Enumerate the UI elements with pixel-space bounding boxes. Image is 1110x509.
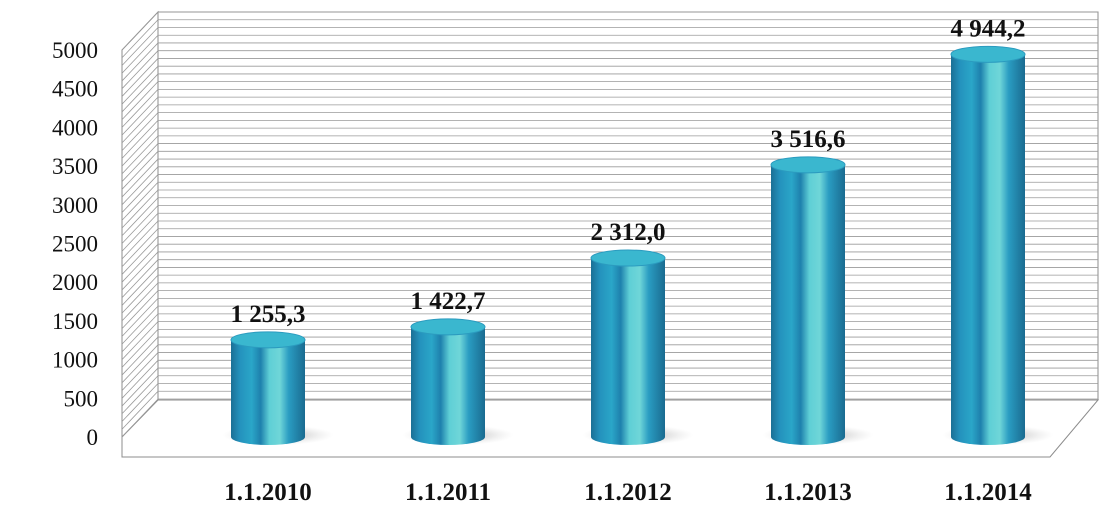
grid-line-side: [121, 127, 159, 167]
grid-line-side: [121, 344, 159, 384]
grid-line-side: [121, 174, 159, 213]
grid-line-side: [121, 81, 159, 120]
grid-line-side: [121, 243, 159, 283]
y-tick-label: 2000: [52, 270, 98, 295]
grid-line-side: [121, 11, 159, 51]
y-tick-label: 1500: [52, 309, 98, 334]
y-tick-label: 1000: [52, 348, 98, 373]
data-label: 4 944,2: [951, 15, 1026, 42]
grid-line-side: [121, 282, 159, 322]
bar: [951, 54, 1025, 438]
grid-line-side: [121, 197, 159, 237]
bar-base: [591, 429, 665, 445]
bar: [411, 326, 485, 437]
grid-line-side: [121, 321, 159, 360]
y-tick-label: 3000: [52, 193, 98, 218]
x-tick-label: 1.1.2010: [224, 479, 312, 506]
grid-line-side: [121, 274, 159, 314]
bars: [222, 45, 1054, 445]
grid-line-side: [121, 112, 159, 151]
bar-base: [231, 429, 305, 445]
grid-line-side: [121, 120, 159, 159]
y-tick-label: 0: [87, 425, 99, 450]
data-label: 1 422,7: [411, 288, 486, 315]
y-tick-label: 4500: [52, 77, 98, 102]
x-tick-label: 1.1.2013: [764, 479, 852, 506]
grid-line-side: [121, 65, 159, 105]
grid-line-side: [121, 298, 159, 337]
grid-line-side: [121, 383, 159, 422]
grid-line-side: [121, 135, 159, 175]
grid-line-side: [121, 290, 159, 329]
y-tick-label: 3500: [52, 154, 98, 179]
grid-line-side: [121, 151, 159, 190]
grid-line-side: [121, 375, 159, 415]
data-label: 2 312,0: [591, 219, 666, 246]
grid-line-side: [121, 89, 159, 128]
bar-base: [411, 429, 485, 445]
grid-line-side: [121, 42, 159, 82]
grid-line-side: [121, 352, 159, 391]
grid-line-side: [121, 390, 159, 430]
grid-line-side: [121, 143, 159, 182]
grid-line-side: [121, 96, 159, 136]
bar: [771, 164, 845, 437]
bar-top: [410, 318, 486, 336]
grid-line-side: [121, 305, 159, 345]
grid-line-side: [121, 205, 159, 244]
grid-line-side: [121, 158, 159, 198]
bar-top: [770, 156, 846, 174]
grid-line-side: [121, 313, 159, 353]
bar: [231, 339, 305, 437]
grid-line-side: [121, 189, 159, 229]
y-tick-label: 5000: [52, 38, 98, 63]
grid-line-side: [121, 367, 159, 407]
grid-line-side: [121, 220, 159, 260]
y-axis-ticks: 0 500 1000 1500 2000 2500 3000 3500 4000 4500 5000: [52, 38, 98, 450]
grid-line-side: [121, 73, 159, 113]
grid-line-side: [121, 182, 159, 221]
bar: [591, 258, 665, 437]
y-tick-label: 2500: [52, 232, 98, 257]
bar-top: [590, 249, 666, 267]
grid-line-side: [121, 398, 159, 438]
y-tick-label: 4000: [52, 115, 98, 140]
grid-line-side: [121, 329, 159, 368]
grid-line-side: [121, 360, 159, 399]
y-tick-label: 500: [64, 386, 99, 411]
bar-base: [771, 429, 845, 445]
grid-line-side: [121, 104, 159, 144]
grid-line-side: [121, 259, 159, 298]
grid-line-side: [121, 50, 159, 89]
grid-line-side: [121, 34, 159, 74]
bar-top: [950, 45, 1026, 63]
data-label: 3 516,6: [771, 126, 846, 153]
grid-line-side: [121, 27, 159, 66]
grid-line-side: [121, 166, 159, 206]
grid-line-side: [121, 228, 159, 267]
x-tick-label: 1.1.2011: [405, 479, 491, 506]
grid-line-side: [121, 336, 159, 376]
grid-line-side: [121, 236, 159, 275]
x-tick-label: 1.1.2014: [944, 479, 1032, 506]
data-label: 1 255,3: [231, 301, 306, 328]
grid-line-side: [121, 19, 159, 59]
bar-top: [230, 331, 306, 349]
x-tick-label: 1.1.2012: [584, 479, 672, 506]
bar-base: [951, 429, 1025, 445]
grid-line-side: [121, 251, 159, 291]
grid-line-side: [121, 267, 159, 306]
grid-line-side: [121, 58, 159, 97]
data-labels: 1 255,3 1 422,7 2 312,0 3 516,6 4 944,2: [231, 15, 1026, 328]
x-axis-ticks: 1.1.2010 1.1.2011 1.1.2012 1.1.2013 1.1.2014: [224, 479, 1032, 506]
grid-line-side: [121, 212, 159, 252]
